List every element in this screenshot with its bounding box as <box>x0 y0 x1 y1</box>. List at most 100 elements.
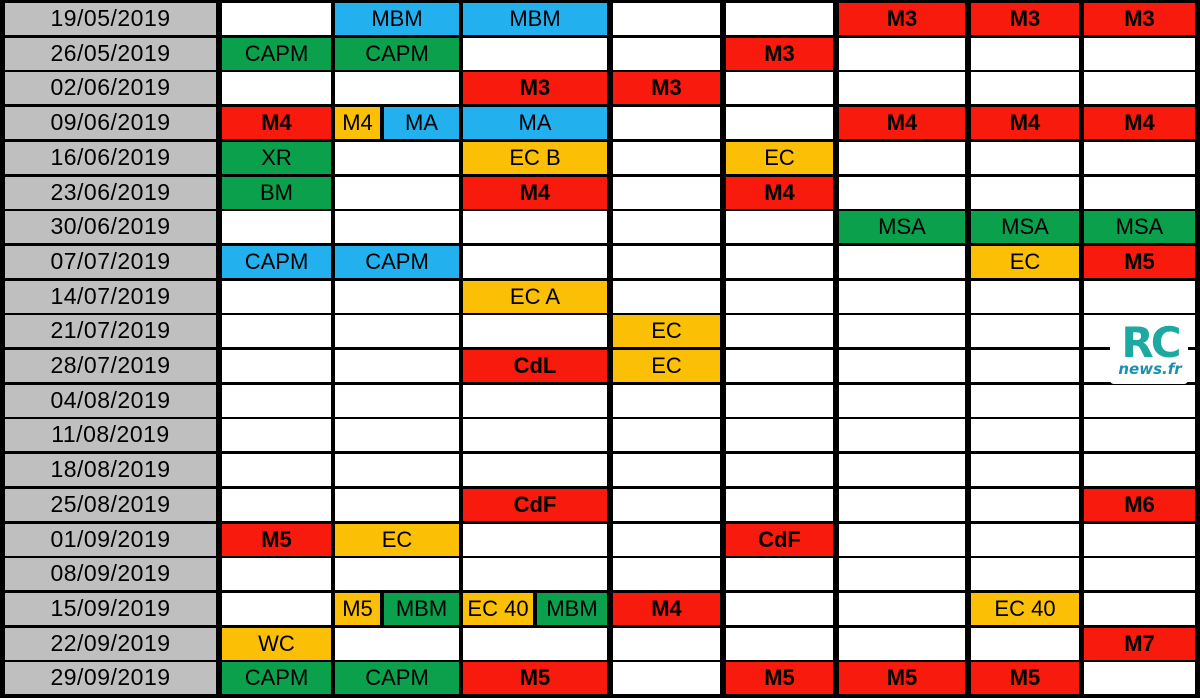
row-date: 28/07/2019 <box>5 350 216 382</box>
empty-cell <box>463 558 607 590</box>
empty-cell <box>613 524 720 556</box>
empty-cell <box>839 489 965 521</box>
schedule-cell: M4 <box>1084 107 1195 139</box>
empty-cell <box>335 454 459 486</box>
empty-cell <box>839 281 965 313</box>
empty-cell <box>1084 72 1195 104</box>
row-date: 22/09/2019 <box>5 628 216 660</box>
empty-cell <box>222 385 331 417</box>
schedule-cell: M7 <box>1084 628 1195 660</box>
empty-cell <box>726 211 833 243</box>
empty-cell <box>222 454 331 486</box>
empty-cell <box>839 524 965 556</box>
schedule-cell: MBM <box>384 593 459 625</box>
schedule-cell: EC <box>335 524 459 556</box>
schedule-cell: CAPM <box>335 246 459 278</box>
empty-cell <box>726 246 833 278</box>
schedule-cell: CdF <box>726 524 833 556</box>
schedule-cell: M3 <box>971 3 1079 35</box>
empty-cell <box>335 385 459 417</box>
empty-cell <box>335 628 459 660</box>
schedule-cell: CAPM <box>222 662 331 694</box>
schedule-cell: M4 <box>222 107 331 139</box>
row-date: 16/06/2019 <box>5 142 216 174</box>
schedule-cell: M3 <box>1084 3 1195 35</box>
row-date: 08/09/2019 <box>5 558 216 590</box>
schedule-cell: CAPM <box>335 38 459 70</box>
schedule-cell: M3 <box>726 38 833 70</box>
schedule-cell: M5 <box>335 593 380 625</box>
empty-cell <box>839 72 965 104</box>
schedule-cell: EC 40 <box>971 593 1079 625</box>
schedule-cell: M4 <box>971 107 1079 139</box>
schedule-cell: M3 <box>839 3 965 35</box>
schedule-cell: CdF <box>463 489 607 521</box>
empty-cell <box>971 350 1079 382</box>
empty-cell <box>971 385 1079 417</box>
empty-cell <box>1084 662 1195 694</box>
empty-cell <box>335 419 459 451</box>
empty-cell <box>971 72 1079 104</box>
empty-cell <box>335 558 459 590</box>
empty-cell <box>971 177 1079 209</box>
empty-cell <box>971 38 1079 70</box>
empty-cell <box>222 593 331 625</box>
schedule-cell: EC <box>613 350 720 382</box>
row-date: 26/05/2019 <box>5 38 216 70</box>
empty-cell <box>839 350 965 382</box>
empty-cell <box>726 72 833 104</box>
schedule-cell: MA <box>384 107 459 139</box>
logo-rc-text: RC <box>1121 318 1181 367</box>
empty-cell <box>726 315 833 347</box>
schedule-cell: MBM <box>463 3 607 35</box>
schedule-cell: M5 <box>1084 246 1195 278</box>
empty-cell <box>726 593 833 625</box>
empty-cell <box>726 385 833 417</box>
schedule-cell: MBM <box>537 593 607 625</box>
schedule-cell: EC B <box>463 142 607 174</box>
empty-cell <box>1084 558 1195 590</box>
empty-cell <box>463 419 607 451</box>
row-date: 19/05/2019 <box>5 3 216 35</box>
empty-cell <box>726 350 833 382</box>
empty-cell <box>335 281 459 313</box>
schedule-cell: EC 40 <box>463 593 533 625</box>
schedule-cell: MSA <box>839 211 965 243</box>
empty-cell <box>222 350 331 382</box>
empty-cell <box>971 628 1079 660</box>
schedule-cell: M4 <box>335 107 380 139</box>
empty-cell <box>971 489 1079 521</box>
empty-cell <box>1084 385 1195 417</box>
empty-cell <box>613 419 720 451</box>
empty-cell <box>463 385 607 417</box>
row-date: 18/08/2019 <box>5 454 216 486</box>
schedule-cell: MSA <box>971 211 1079 243</box>
schedule-cell: CAPM <box>335 662 459 694</box>
empty-cell <box>839 315 965 347</box>
row-date: 04/08/2019 <box>5 385 216 417</box>
empty-cell <box>726 628 833 660</box>
empty-cell <box>613 246 720 278</box>
empty-cell <box>1084 142 1195 174</box>
row-date: 14/07/2019 <box>5 281 216 313</box>
empty-cell <box>839 385 965 417</box>
schedule-cell: CAPM <box>222 246 331 278</box>
empty-cell <box>726 3 833 35</box>
empty-cell <box>335 489 459 521</box>
schedule-cell: MSA <box>1084 211 1195 243</box>
schedule-cell: XR <box>222 142 331 174</box>
empty-cell <box>613 211 720 243</box>
schedule-cell: BM <box>222 177 331 209</box>
row-date: 30/06/2019 <box>5 211 216 243</box>
row-date: 29/09/2019 <box>5 662 216 694</box>
empty-cell <box>1084 419 1195 451</box>
schedule-cell: EC <box>613 315 720 347</box>
empty-cell <box>839 593 965 625</box>
schedule-cell: M5 <box>971 662 1079 694</box>
empty-cell <box>613 662 720 694</box>
empty-cell <box>839 419 965 451</box>
empty-cell <box>335 211 459 243</box>
schedule-cell: M3 <box>463 72 607 104</box>
empty-cell <box>971 315 1079 347</box>
